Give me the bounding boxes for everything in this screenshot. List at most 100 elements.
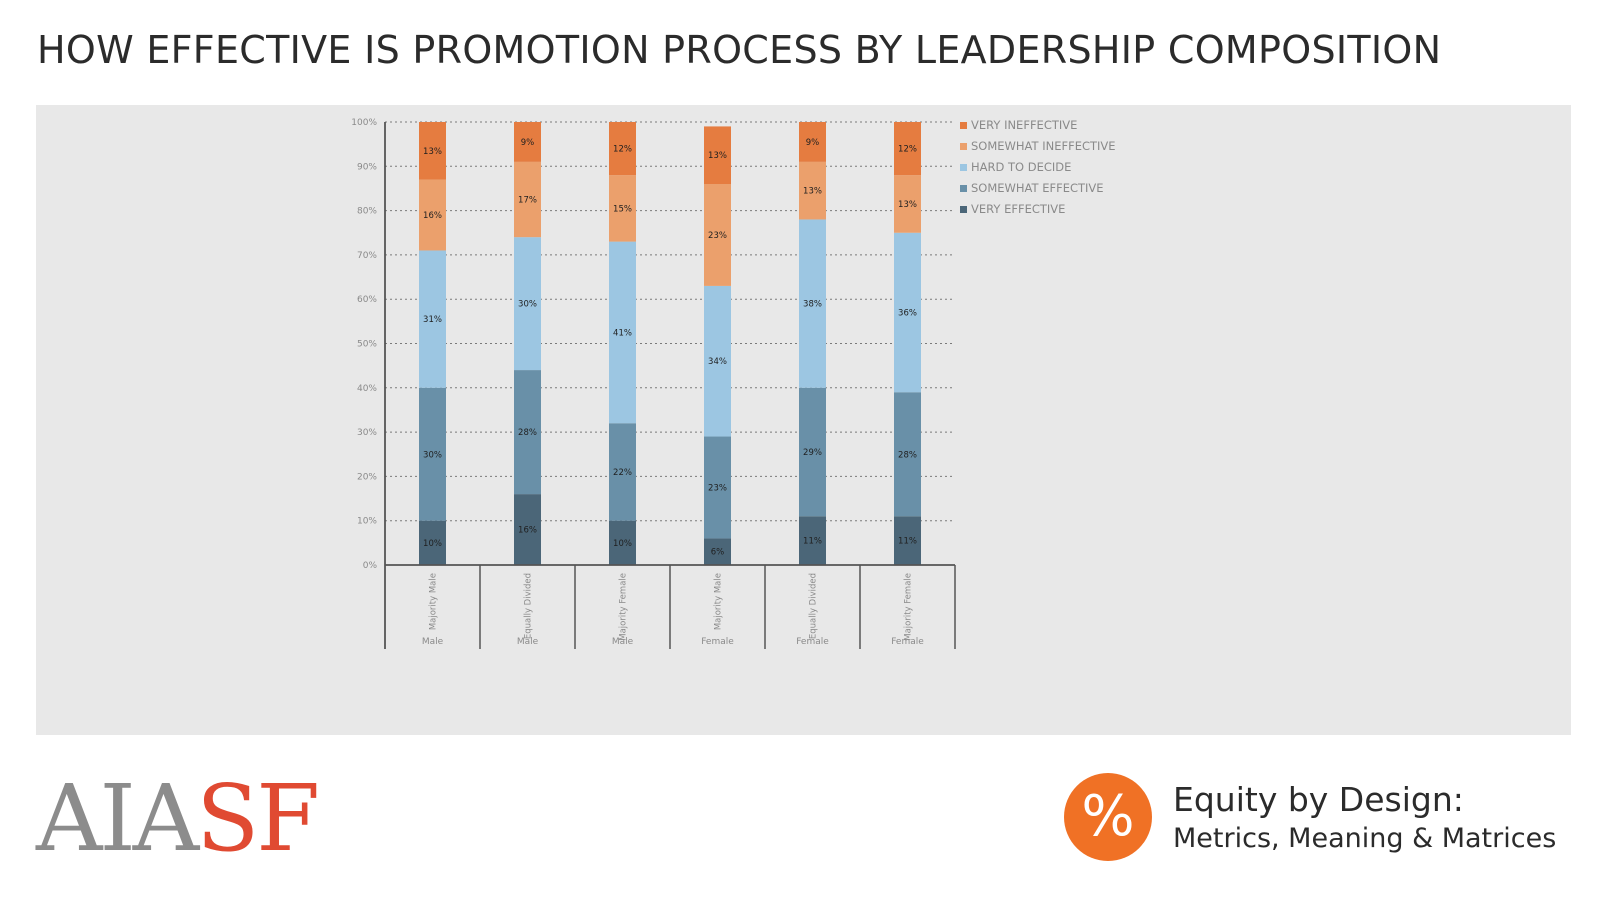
data-label: 34% bbox=[708, 357, 727, 367]
bar-segment bbox=[419, 250, 446, 388]
x-category-label: Equally Divided bbox=[524, 573, 534, 639]
data-label: 15% bbox=[613, 204, 632, 214]
aiasf-logo: AIASF bbox=[36, 773, 320, 865]
bar-segment bbox=[609, 241, 636, 424]
y-tick-label: 90% bbox=[357, 162, 377, 172]
legend-label: SOMEWHAT INEFFECTIVE bbox=[971, 139, 1116, 153]
data-label: 36% bbox=[898, 308, 917, 318]
bar-segment bbox=[799, 387, 826, 517]
bar-segment bbox=[419, 179, 446, 251]
data-label: 12% bbox=[898, 145, 917, 155]
y-tick-label: 40% bbox=[357, 384, 377, 394]
bar-segment bbox=[894, 175, 921, 233]
data-label: 9% bbox=[806, 138, 820, 148]
data-label: 10% bbox=[613, 539, 632, 549]
bar-segment bbox=[419, 520, 446, 565]
bar-segment bbox=[894, 392, 921, 517]
y-tick-label: 50% bbox=[357, 340, 377, 350]
brand-title: Equity by Design: bbox=[1173, 780, 1464, 819]
y-tick-label: 80% bbox=[357, 207, 377, 217]
data-label: 16% bbox=[518, 526, 537, 536]
x-category-label: Majority Female bbox=[619, 573, 629, 641]
y-tick-label: 20% bbox=[357, 472, 377, 482]
bar-segment bbox=[609, 122, 636, 176]
y-tick-label: 60% bbox=[357, 295, 377, 305]
legend-swatch bbox=[960, 143, 967, 150]
page-title: HOW EFFECTIVE IS PROMOTION PROCESS BY LE… bbox=[37, 28, 1442, 72]
data-label: 41% bbox=[613, 328, 632, 338]
x-group-label: Female bbox=[701, 637, 734, 647]
data-label: 13% bbox=[898, 200, 917, 210]
legend-label: HARD TO DECIDE bbox=[971, 160, 1071, 174]
x-category-label: Equally Divided bbox=[809, 573, 819, 639]
bar-segment bbox=[514, 122, 541, 162]
y-tick-label: 70% bbox=[357, 251, 377, 261]
data-label: 28% bbox=[518, 428, 537, 438]
bar-segment bbox=[609, 175, 636, 242]
bar-segment bbox=[799, 161, 826, 220]
bar-segment bbox=[419, 387, 446, 521]
bar-segment bbox=[894, 122, 921, 176]
bar-segment bbox=[704, 436, 731, 539]
bar-segment bbox=[799, 516, 826, 565]
logo-sf-text: SF bbox=[196, 765, 320, 872]
legend-label: VERY EFFECTIVE bbox=[971, 202, 1065, 216]
x-category-label: Majority Male bbox=[714, 573, 724, 630]
bar-segment bbox=[799, 122, 826, 162]
bar-segment bbox=[704, 285, 731, 437]
data-label: 23% bbox=[708, 483, 727, 493]
data-label: 10% bbox=[423, 539, 442, 549]
data-label: 13% bbox=[708, 151, 727, 161]
bar-segment bbox=[514, 494, 541, 565]
data-label: 11% bbox=[898, 537, 917, 547]
legend-label: VERY INEFFECTIVE bbox=[971, 118, 1077, 132]
x-group-label: Female bbox=[891, 637, 924, 647]
x-category-label: Majority Male bbox=[429, 573, 439, 630]
bar-segment bbox=[704, 184, 731, 286]
data-label: 28% bbox=[898, 450, 917, 460]
data-label: 23% bbox=[708, 231, 727, 241]
y-tick-label: 30% bbox=[357, 428, 377, 438]
bar-segment bbox=[514, 370, 541, 495]
bar-segment bbox=[514, 237, 541, 371]
y-tick-label: 10% bbox=[357, 517, 377, 527]
bar-segment bbox=[799, 219, 826, 388]
logo-aia-text: AIA bbox=[36, 765, 199, 872]
data-label: 30% bbox=[423, 450, 442, 460]
x-group-label: Female bbox=[796, 637, 829, 647]
legend-swatch bbox=[960, 122, 967, 129]
data-label: 22% bbox=[613, 468, 632, 478]
x-group-label: Male bbox=[517, 637, 539, 647]
chart-panel: 0% 10% 20% 30% 40% 50% 60% 70% 80% 90% 100% 10% 30% 3… bbox=[36, 105, 1571, 735]
brand-subtitle: Metrics, Meaning & Matrices bbox=[1173, 823, 1557, 854]
legend-swatch bbox=[960, 206, 967, 213]
stacked-bar-chart: 0% 10% 20% 30% 40% 50% 60% 70% 80% 90% 100% 10% 30% 3… bbox=[351, 118, 1116, 649]
data-label: 12% bbox=[613, 145, 632, 155]
x-group-label: Male bbox=[422, 637, 444, 647]
data-label: 13% bbox=[803, 187, 822, 197]
bar-segment bbox=[419, 122, 446, 180]
data-label: 16% bbox=[423, 211, 442, 221]
brand-block: Equity by Design: Metrics, Meaning & Mat… bbox=[1173, 780, 1556, 856]
y-tick-label: 0% bbox=[363, 561, 378, 571]
bar-segment bbox=[894, 516, 921, 565]
legend-swatch bbox=[960, 185, 967, 192]
x-group-label: Male bbox=[612, 637, 634, 647]
bar-segment bbox=[704, 126, 731, 185]
data-label: 38% bbox=[803, 300, 822, 310]
percent-badge-icon: % bbox=[1064, 773, 1152, 861]
bar-segment bbox=[609, 423, 636, 521]
data-label: 17% bbox=[518, 196, 537, 206]
data-label: 11% bbox=[803, 537, 822, 547]
legend-label: SOMEWHAT EFFECTIVE bbox=[971, 181, 1104, 195]
data-label: 6% bbox=[711, 548, 725, 558]
data-label: 31% bbox=[423, 315, 442, 325]
bar-segment bbox=[894, 232, 921, 393]
data-label: 30% bbox=[518, 300, 537, 310]
bar-segment bbox=[514, 161, 541, 238]
y-tick-label: 100% bbox=[351, 118, 377, 128]
data-label: 29% bbox=[803, 448, 822, 458]
legend-swatch bbox=[960, 164, 967, 171]
bar-segment bbox=[704, 538, 731, 565]
data-label: 13% bbox=[423, 147, 442, 157]
